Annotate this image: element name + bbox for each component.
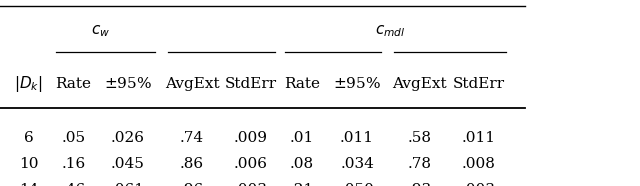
Text: .009: .009: [234, 131, 268, 145]
Text: .026: .026: [111, 131, 145, 145]
Text: .01: .01: [290, 131, 314, 145]
Text: $c_w$: $c_w$: [91, 24, 110, 39]
Text: .58: .58: [407, 131, 431, 145]
Text: .003: .003: [234, 183, 268, 186]
Text: .16: .16: [61, 157, 86, 171]
Text: 10: 10: [19, 157, 38, 171]
Text: .78: .78: [407, 157, 431, 171]
Text: Rate: Rate: [56, 77, 92, 91]
Text: .86: .86: [180, 157, 204, 171]
Text: .93: .93: [407, 183, 431, 186]
Text: $|D_k|$: $|D_k|$: [15, 74, 43, 94]
Text: 6: 6: [24, 131, 34, 145]
Text: .74: .74: [180, 131, 204, 145]
Text: .006: .006: [234, 157, 268, 171]
Text: .034: .034: [340, 157, 374, 171]
Text: .011: .011: [461, 131, 496, 145]
Text: 14: 14: [19, 183, 38, 186]
Text: .46: .46: [61, 183, 86, 186]
Text: StdErr: StdErr: [452, 77, 505, 91]
Text: .05: .05: [61, 131, 86, 145]
Text: $c_{mdl}$: $c_{mdl}$: [375, 24, 406, 39]
Text: .21: .21: [290, 183, 314, 186]
Text: AvgExt: AvgExt: [392, 77, 447, 91]
Text: Rate: Rate: [284, 77, 320, 91]
Text: .08: .08: [290, 157, 314, 171]
Text: .061: .061: [111, 183, 145, 186]
Text: .003: .003: [462, 183, 495, 186]
Text: .050: .050: [340, 183, 374, 186]
Text: .96: .96: [180, 183, 204, 186]
Text: $\pm$95%: $\pm$95%: [333, 76, 381, 91]
Text: AvgExt: AvgExt: [164, 77, 220, 91]
Text: .008: .008: [462, 157, 495, 171]
Text: .011: .011: [340, 131, 374, 145]
Text: .045: .045: [111, 157, 145, 171]
Text: $\pm$95%: $\pm$95%: [104, 76, 152, 91]
Text: StdErr: StdErr: [225, 77, 277, 91]
